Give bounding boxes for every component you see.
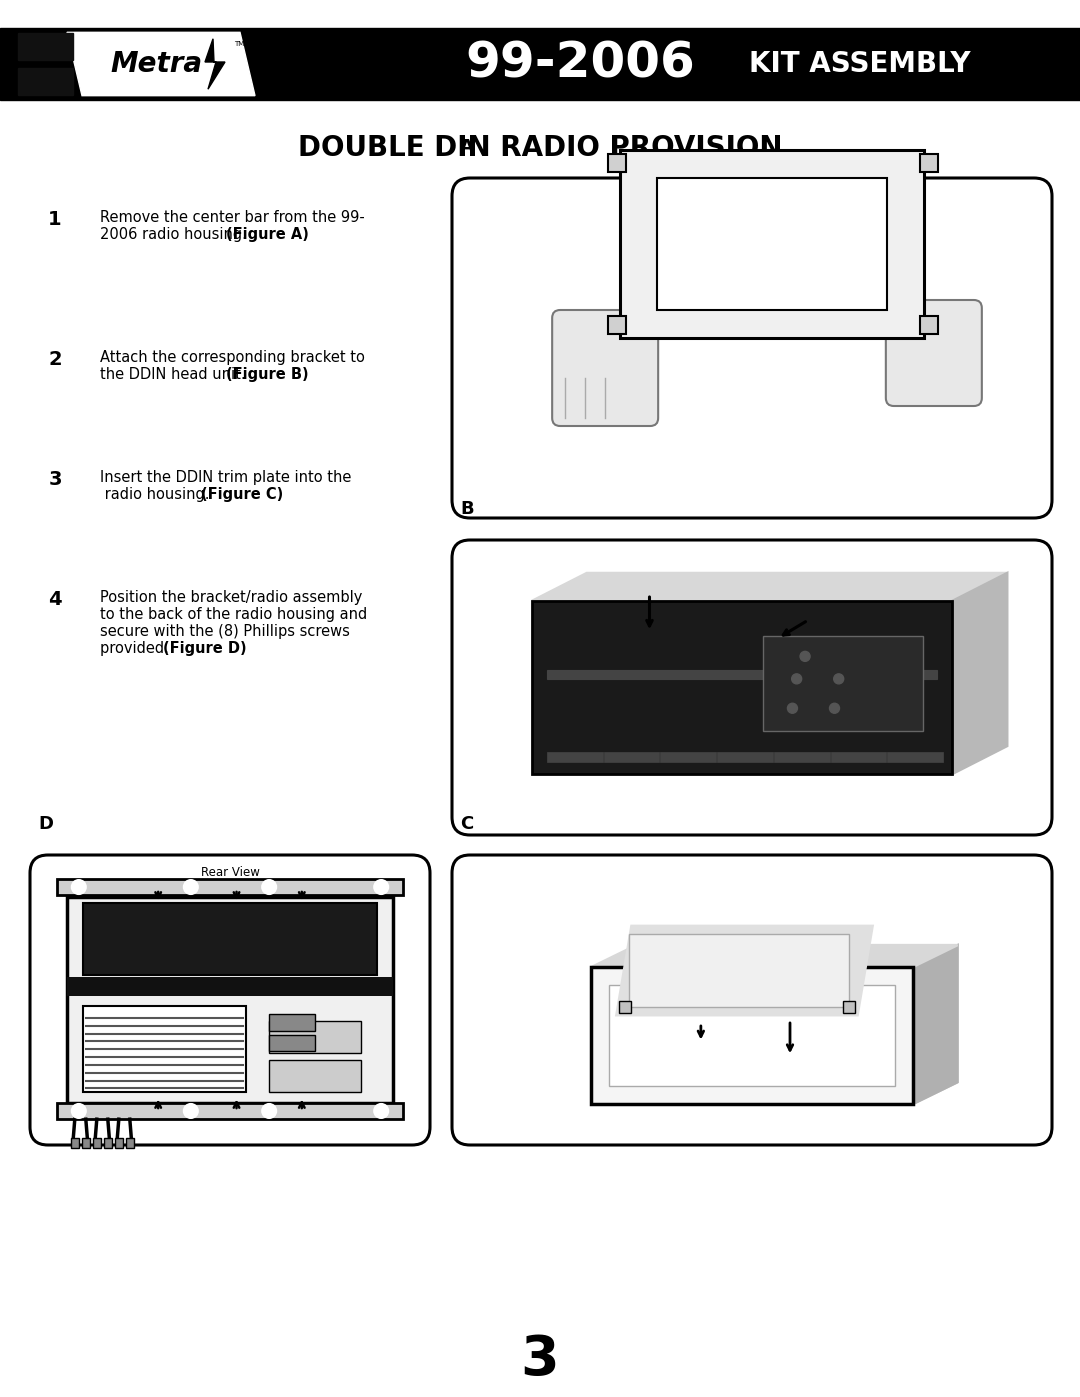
Bar: [57, 879, 403, 895]
Bar: [104, 1139, 112, 1148]
Circle shape: [262, 1104, 276, 1118]
Bar: [71, 1139, 79, 1148]
Bar: [57, 1102, 403, 1119]
Bar: [920, 154, 937, 172]
Bar: [531, 601, 953, 774]
Bar: [920, 316, 937, 334]
Circle shape: [71, 880, 85, 894]
Polygon shape: [531, 573, 1008, 601]
Polygon shape: [205, 39, 225, 89]
Circle shape: [262, 880, 276, 894]
Bar: [67, 897, 393, 1102]
Text: secure with the (8) Phillips screws: secure with the (8) Phillips screws: [100, 624, 350, 638]
Bar: [831, 752, 887, 761]
FancyBboxPatch shape: [30, 855, 430, 1146]
Polygon shape: [592, 946, 958, 967]
Circle shape: [184, 1104, 198, 1118]
Text: 1: 1: [49, 210, 62, 229]
Polygon shape: [913, 946, 958, 1104]
Bar: [620, 149, 923, 338]
Circle shape: [834, 673, 843, 685]
Bar: [609, 985, 894, 1085]
Text: Insert the DDIN trim plate into the: Insert the DDIN trim plate into the: [100, 469, 351, 485]
Bar: [604, 752, 659, 761]
Circle shape: [792, 673, 801, 685]
Bar: [269, 1014, 315, 1031]
Text: Position the bracket/radio assembly: Position the bracket/radio assembly: [100, 590, 363, 605]
Circle shape: [787, 703, 797, 714]
Bar: [660, 752, 716, 761]
Text: 2: 2: [49, 351, 62, 369]
Bar: [269, 1021, 361, 1053]
Polygon shape: [67, 32, 255, 95]
Bar: [83, 904, 377, 975]
Bar: [83, 1006, 246, 1092]
Bar: [546, 669, 937, 679]
Bar: [546, 752, 603, 761]
Text: radio housing.: radio housing.: [100, 488, 214, 502]
Text: Metra: Metra: [110, 50, 202, 78]
FancyBboxPatch shape: [453, 541, 1052, 835]
Text: B: B: [460, 500, 474, 518]
Text: 3: 3: [521, 1333, 559, 1387]
Text: (Figure D): (Figure D): [163, 641, 246, 657]
Bar: [774, 752, 829, 761]
Bar: [18, 67, 73, 95]
Text: (Figure C): (Figure C): [201, 488, 283, 502]
Text: C: C: [460, 814, 473, 833]
Text: 3: 3: [49, 469, 62, 489]
Text: DOUBLE DIN RADIO PROVISION: DOUBLE DIN RADIO PROVISION: [298, 134, 782, 162]
Bar: [888, 752, 943, 761]
Bar: [269, 1059, 361, 1092]
Text: to the back of the radio housing and: to the back of the radio housing and: [100, 608, 367, 622]
Circle shape: [71, 1104, 85, 1118]
Bar: [717, 752, 773, 761]
Polygon shape: [953, 573, 1008, 774]
Text: 2006 radio housing.: 2006 radio housing.: [100, 226, 252, 242]
Bar: [114, 1139, 123, 1148]
Polygon shape: [592, 1083, 958, 1104]
FancyBboxPatch shape: [453, 177, 1052, 518]
Text: the DDIN head unit.: the DDIN head unit.: [100, 367, 251, 381]
Bar: [93, 1139, 100, 1148]
Text: Remove the center bar from the 99-: Remove the center bar from the 99-: [100, 210, 365, 225]
Text: Attach the corresponding bracket to: Attach the corresponding bracket to: [100, 351, 365, 365]
Circle shape: [800, 651, 810, 661]
Circle shape: [184, 880, 198, 894]
Text: (Figure A): (Figure A): [226, 226, 309, 242]
Text: KIT ASSEMBLY: KIT ASSEMBLY: [750, 50, 971, 78]
Text: D: D: [38, 814, 53, 833]
Bar: [0, 28, 1080, 101]
Bar: [619, 1002, 631, 1013]
Text: 99-2006: 99-2006: [465, 41, 694, 88]
Bar: [843, 1002, 855, 1013]
Text: provided.: provided.: [100, 641, 174, 657]
Bar: [657, 179, 888, 310]
Circle shape: [374, 1104, 388, 1118]
FancyBboxPatch shape: [453, 855, 1052, 1146]
Circle shape: [829, 703, 839, 714]
Bar: [764, 636, 922, 731]
Circle shape: [374, 880, 388, 894]
Bar: [629, 935, 850, 1007]
FancyBboxPatch shape: [886, 300, 982, 407]
Text: (Figure B): (Figure B): [226, 367, 309, 381]
Text: TM: TM: [234, 41, 244, 47]
Bar: [608, 154, 626, 172]
Text: 4: 4: [49, 590, 62, 609]
Polygon shape: [617, 926, 873, 1016]
Text: A: A: [460, 138, 474, 156]
Bar: [125, 1139, 134, 1148]
FancyBboxPatch shape: [552, 310, 658, 426]
Bar: [67, 978, 393, 996]
Bar: [608, 316, 626, 334]
Bar: [592, 967, 913, 1104]
Bar: [82, 1139, 90, 1148]
Bar: [18, 34, 73, 60]
Text: Rear View: Rear View: [201, 866, 259, 879]
Bar: [269, 1035, 315, 1052]
